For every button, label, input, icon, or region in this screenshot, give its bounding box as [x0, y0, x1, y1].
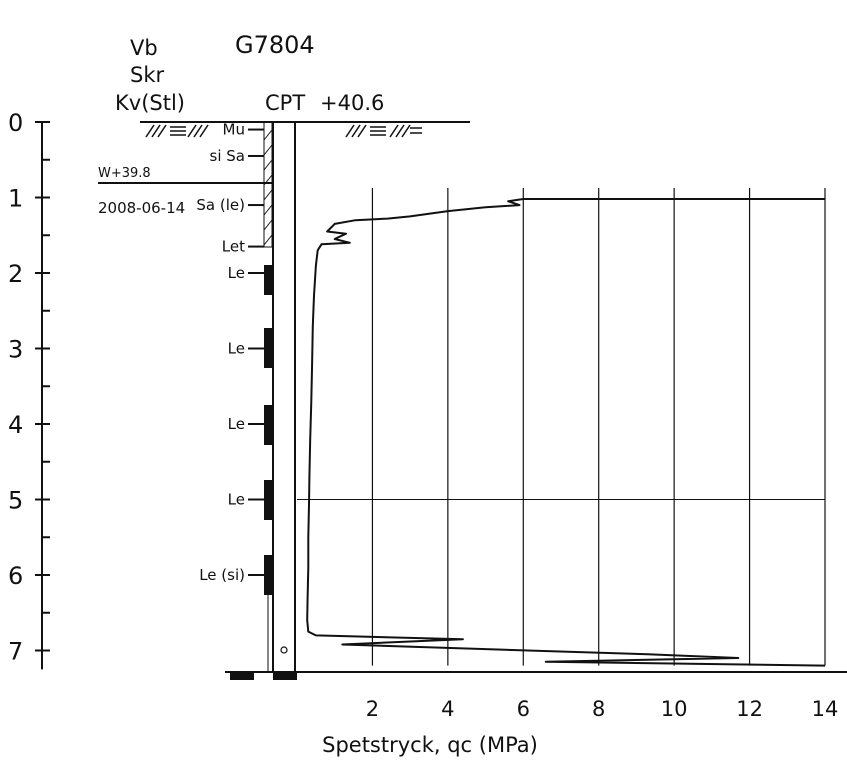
x-tick-label: 10 — [661, 697, 688, 721]
groundwater-label: W+39.8 — [98, 166, 151, 181]
cone-end-marker — [280, 646, 288, 654]
method-line-vb: Vb — [130, 36, 158, 60]
depth-tick-label: 3 — [8, 336, 23, 364]
test-type: CPT — [265, 91, 305, 115]
soil-layer-label: Let — [222, 238, 245, 256]
soil-layer-label: si Sa — [210, 147, 245, 165]
depth-tick-label: 7 — [8, 638, 23, 666]
soil-layer-label: Le (si) — [199, 566, 245, 584]
depth-tick-label: 6 — [8, 562, 23, 590]
x-tick-label: 14 — [812, 697, 839, 721]
x-tick-label: 6 — [517, 697, 530, 721]
cone-column — [272, 121, 296, 673]
borehole-id: G7804 — [235, 31, 315, 59]
soil-layer-label: Sa (le) — [196, 196, 245, 214]
stop-marker-right — [273, 672, 297, 680]
groundwater-date: 2008-06-14 — [98, 199, 185, 217]
x-axis-title: Spetstryck, qc (MPa) — [322, 733, 538, 757]
depth-tick-label: 5 — [8, 487, 23, 515]
ground-level: +40.6 — [320, 91, 384, 115]
soil-layer-label: Le — [228, 264, 245, 282]
soil-layer-label: Le — [228, 415, 245, 433]
soil-layer-label: Mu — [223, 121, 245, 139]
x-tick-label: 8 — [592, 697, 605, 721]
method-line-skr: Skr — [130, 63, 164, 87]
x-tick-label: 2 — [366, 697, 379, 721]
depth-tick-label: 2 — [8, 260, 23, 288]
ground-hatch-right — [345, 124, 422, 138]
x-tick-label: 12 — [736, 697, 763, 721]
soil-layer-label: Le — [228, 491, 245, 509]
soil-layer-label: Le — [228, 340, 245, 358]
qc-curve — [306, 198, 826, 667]
depth-tick-label: 4 — [8, 411, 23, 439]
soil-column — [263, 121, 273, 672]
ground-hatch-left — [145, 124, 209, 138]
depth-tick-label: 1 — [8, 185, 23, 213]
method-line-kv: Kv(Stl) — [115, 91, 185, 115]
x-tick-label: 4 — [441, 697, 454, 721]
depth-tick-label: 0 — [8, 109, 23, 137]
stop-marker-left — [230, 672, 254, 680]
